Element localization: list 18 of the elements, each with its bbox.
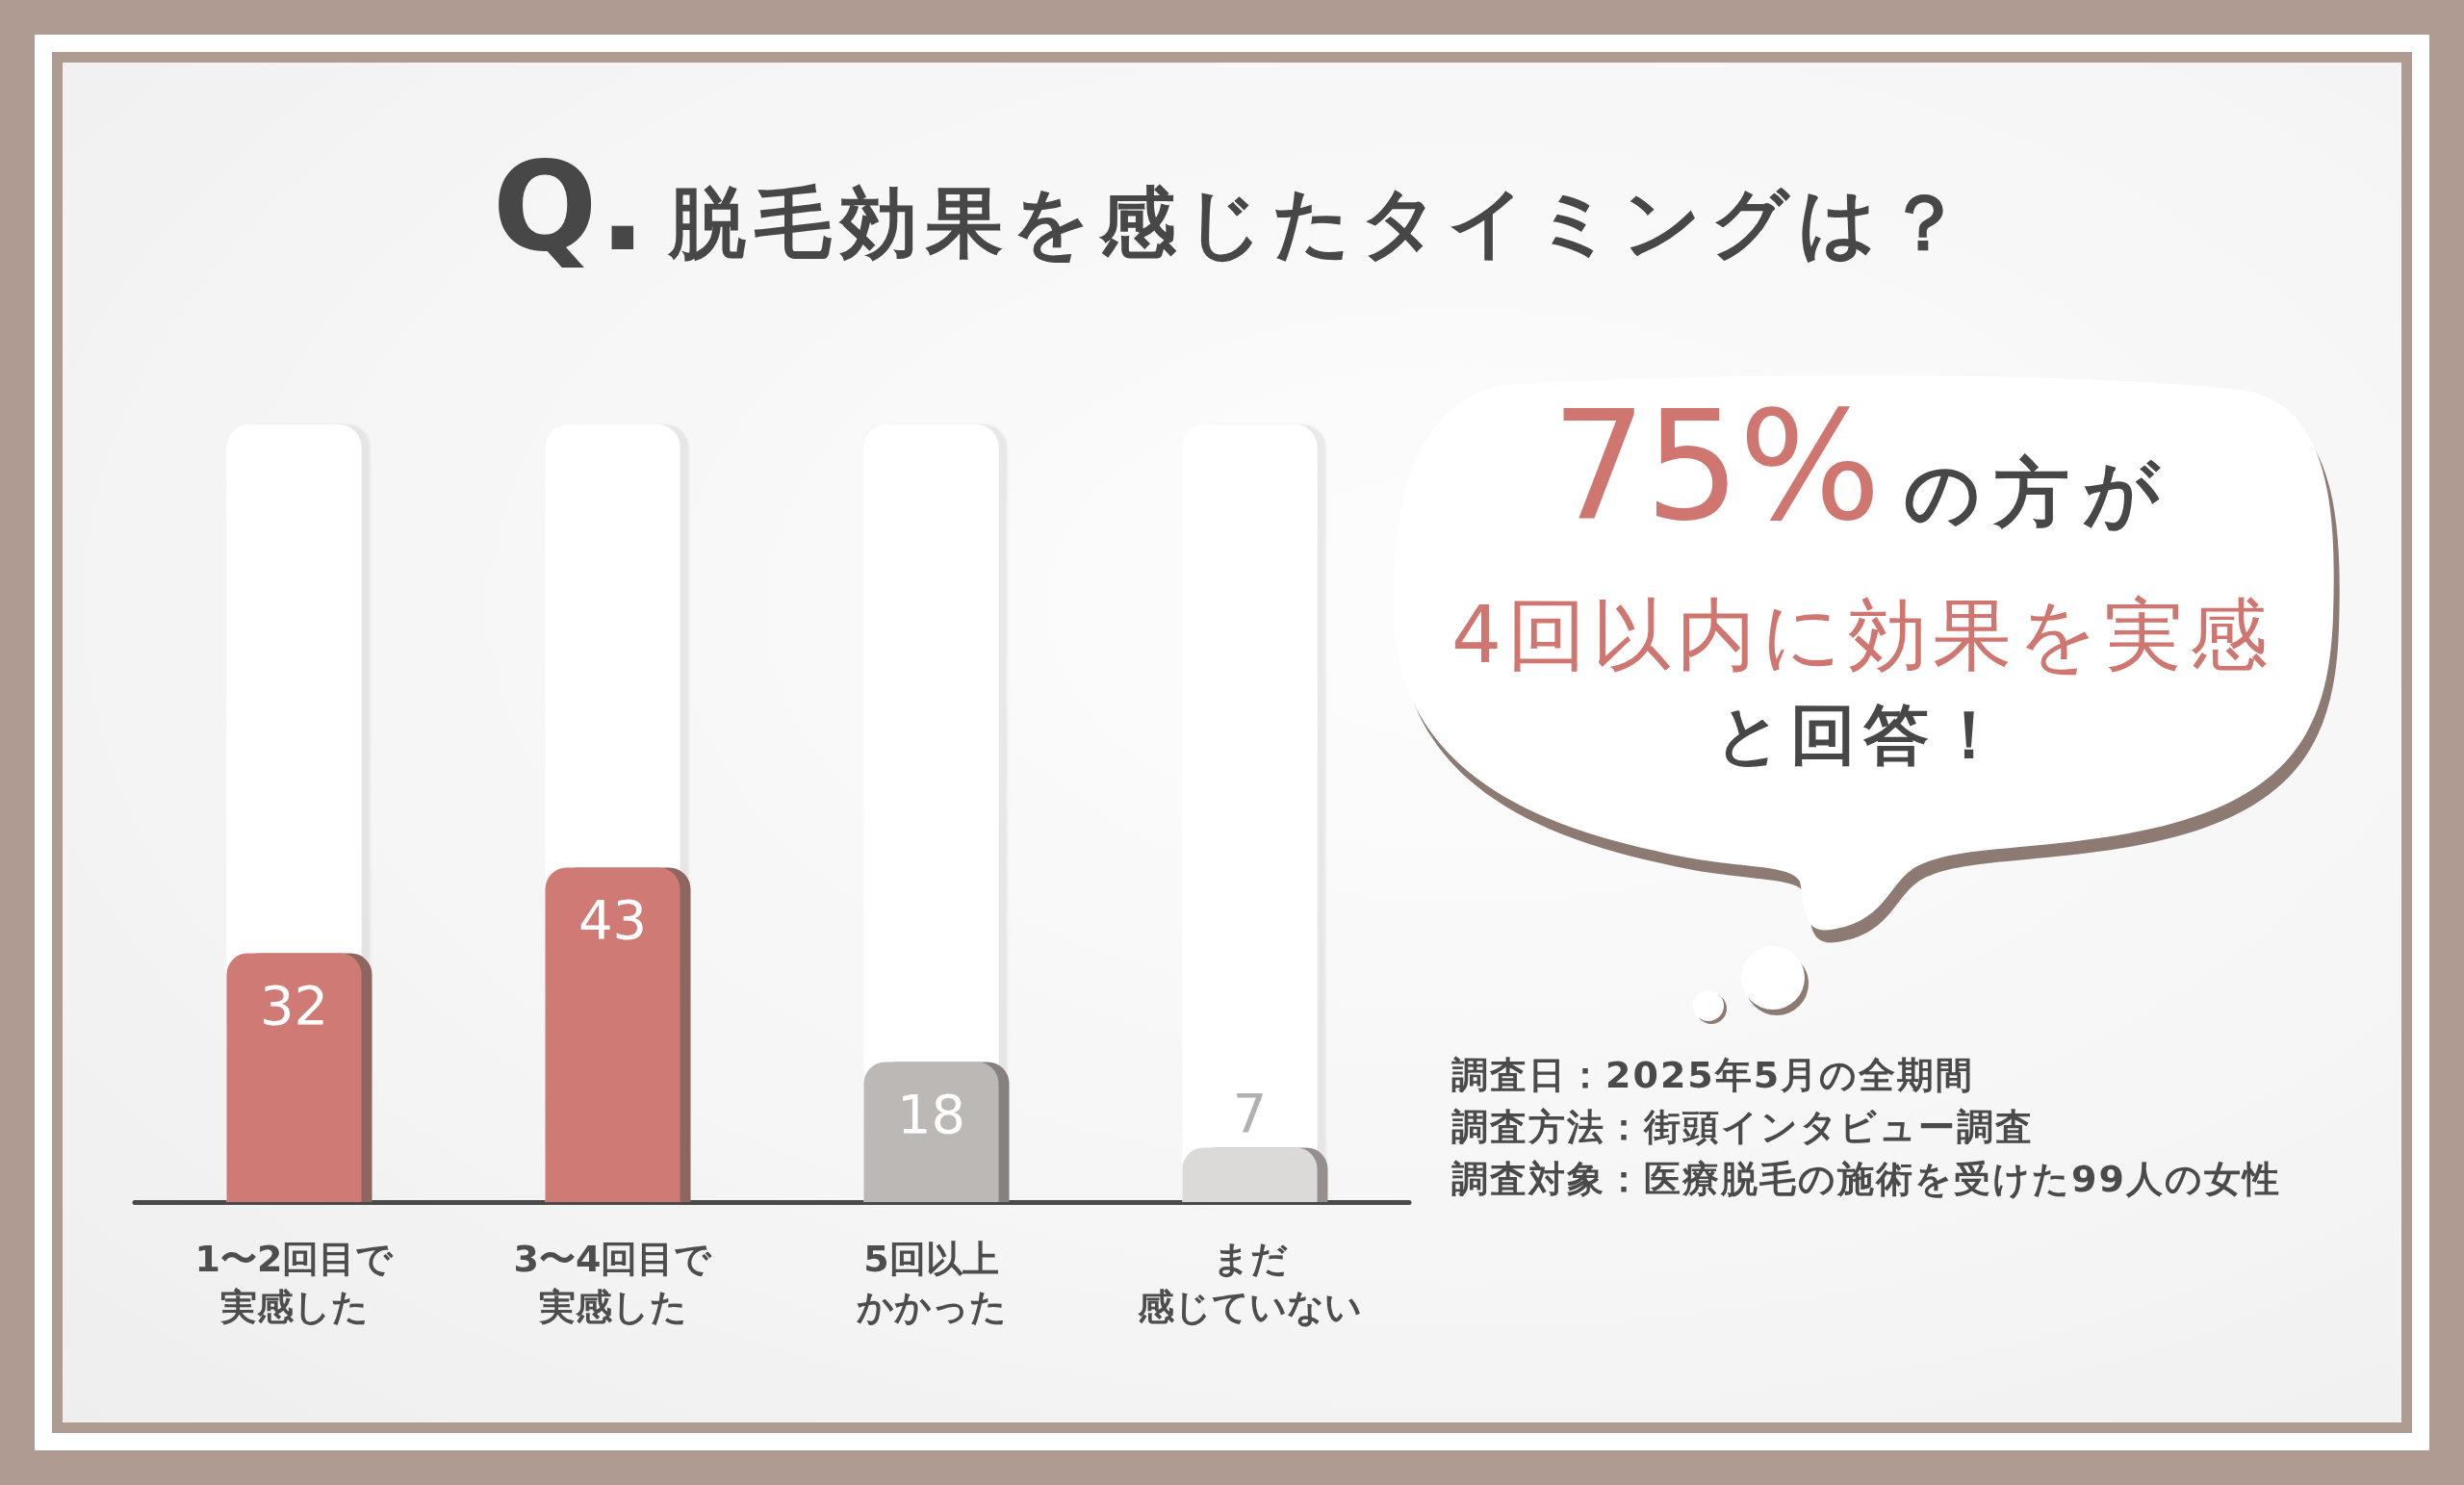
text: 調査方法：街頭インタビュー調査 — [1451, 1105, 2034, 1150]
chart-title: Q.脱毛効果を感じたタイミングは？ — [492, 135, 1972, 278]
bar — [226, 953, 362, 1202]
x-tick-label: まだ感じていない — [1137, 1238, 1362, 1328]
data-label: 18 — [896, 1083, 966, 1146]
text: 調査日：2025年5月の全期間 — [1451, 1053, 1975, 1098]
text: 4回以内に効果を実感 — [1450, 588, 2275, 682]
x-tick-label: 3〜4回目で実感した — [513, 1238, 713, 1328]
bar — [1182, 1147, 1318, 1202]
x-tick-label: 1〜2回目で実感した — [194, 1238, 395, 1328]
bar — [863, 1062, 999, 1202]
data-label: 32 — [259, 973, 329, 1037]
data-label: 7 — [1232, 1081, 1268, 1144]
text: 調査対象：医療脱毛の施術を受けた99人の女性 — [1451, 1157, 2281, 1202]
text: 75%の方が — [1551, 379, 2174, 554]
text: と回答！ — [1714, 696, 2011, 775]
data-label: 43 — [578, 888, 648, 952]
x-tick-label: 5回以上かかった — [855, 1238, 1007, 1328]
